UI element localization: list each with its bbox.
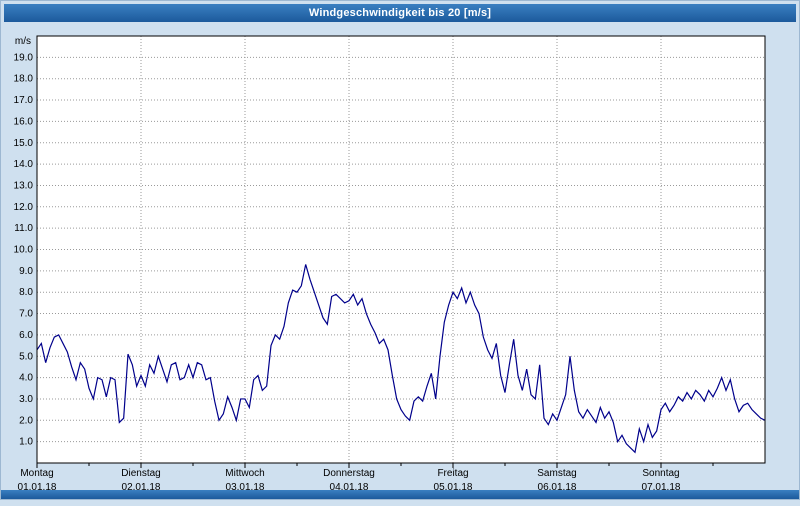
svg-text:Samstag: Samstag (537, 468, 576, 479)
svg-text:Dienstag: Dienstag (121, 468, 160, 479)
x-gridlines-and-labels: Montag 01.01.18 Dienstag 02.01.18 Mittwoch 03… (18, 36, 714, 493)
svg-text:02.01.18: 02.01.18 (122, 482, 161, 493)
svg-text:Sonntag: Sonntag (642, 468, 679, 479)
svg-text:07.01.18: 07.01.18 (642, 482, 681, 493)
svg-text:6.0: 6.0 (19, 330, 33, 341)
svg-text:1.0: 1.0 (19, 437, 33, 448)
svg-text:Donnerstag: Donnerstag (323, 468, 375, 479)
footer-bar (1, 490, 799, 499)
svg-text:11.0: 11.0 (14, 223, 33, 234)
svg-text:03.01.18: 03.01.18 (226, 482, 265, 493)
svg-text:15.0: 15.0 (14, 138, 34, 149)
svg-text:Freitag: Freitag (437, 468, 468, 479)
svg-text:01.01.18: 01.01.18 (18, 482, 57, 493)
svg-text:19.0: 19.0 (14, 52, 34, 63)
svg-text:9.0: 9.0 (19, 266, 33, 277)
svg-text:7.0: 7.0 (19, 309, 33, 320)
svg-text:06.01.18: 06.01.18 (538, 482, 577, 493)
svg-text:4.0: 4.0 (19, 373, 33, 384)
svg-text:13.0: 13.0 (14, 180, 34, 191)
svg-text:04.01.18: 04.01.18 (330, 482, 369, 493)
svg-text:17.0: 17.0 (14, 95, 34, 106)
svg-text:16.0: 16.0 (14, 116, 34, 127)
title-bar: Windgeschwindigkeit bis 20 [m/s] (4, 4, 796, 22)
svg-text:18.0: 18.0 (14, 74, 34, 85)
wind-speed-line (36, 264, 766, 454)
svg-text:05.01.18: 05.01.18 (434, 482, 473, 493)
svg-text:10.0: 10.0 (14, 245, 34, 256)
svg-text:14.0: 14.0 (14, 159, 34, 170)
svg-text:12.0: 12.0 (14, 202, 34, 213)
svg-text:5.0: 5.0 (19, 351, 33, 362)
plot-frame (36, 35, 766, 464)
svg-text:Mittwoch: Mittwoch (225, 468, 264, 479)
chart-title: Windgeschwindigkeit bis 20 [m/s] (308, 7, 492, 19)
svg-text:3.0: 3.0 (19, 394, 33, 405)
svg-text:Montag: Montag (20, 468, 53, 479)
svg-text:8.0: 8.0 (19, 287, 33, 298)
y-gridlines-and-labels: 1.0 2.0 3.0 4.0 5.0 6.0 7.0 8.0 9.0 10.0 11.0 12.0 1… (14, 36, 765, 448)
svg-text:2.0: 2.0 (19, 415, 33, 426)
y-axis-unit: m/s (15, 36, 31, 47)
